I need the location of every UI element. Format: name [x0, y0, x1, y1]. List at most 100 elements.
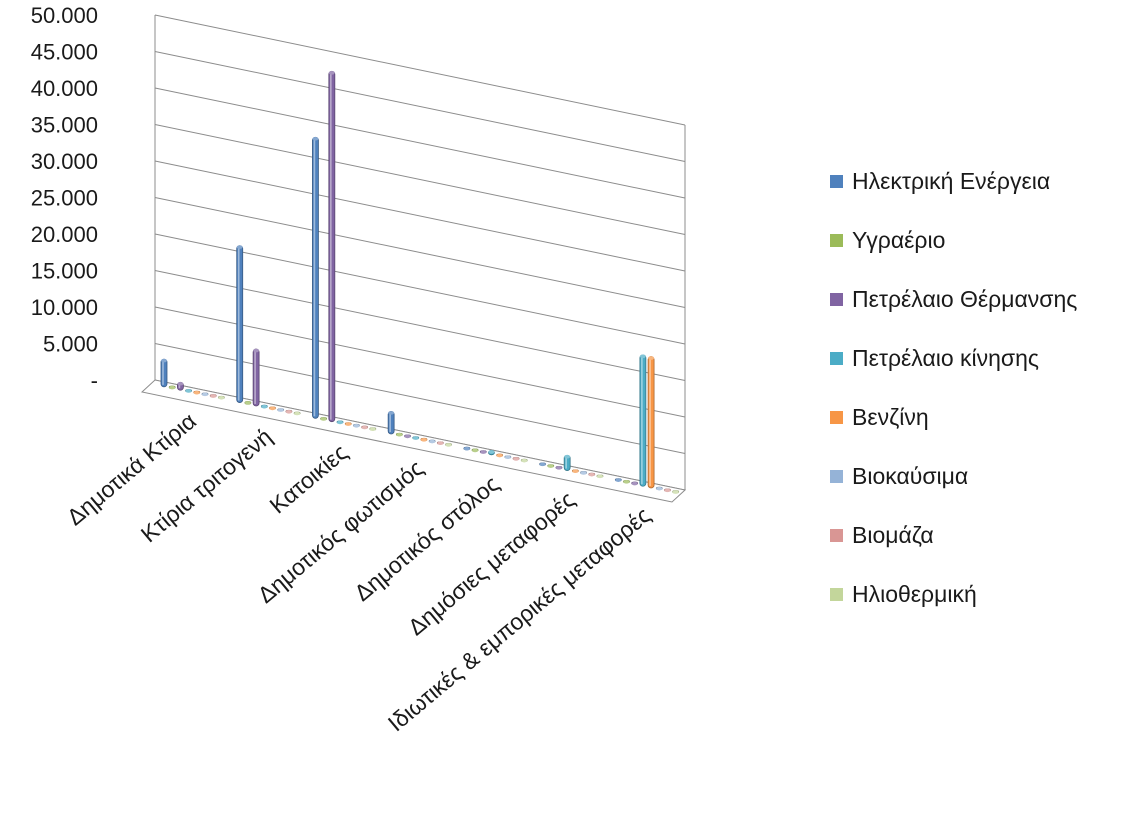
bar-cap: [513, 457, 520, 461]
legend-label: Ηλεκτρική Ενέργεια: [852, 168, 1051, 194]
bar-cap: [361, 425, 368, 430]
bar-cap: [656, 486, 663, 491]
bar-cap: [169, 385, 176, 390]
bar-cap: [396, 432, 403, 437]
bar-cap: [193, 390, 200, 395]
bar-cap: [623, 480, 630, 484]
bar-highlight: [330, 73, 332, 420]
bar-cap: [521, 458, 528, 463]
legend-label: Πετρέλαιο κίνησης: [852, 345, 1039, 371]
y-tick-label: 50.000: [31, 3, 98, 28]
y-tick-label: 15.000: [31, 259, 98, 284]
bar-cap: [412, 436, 419, 440]
gridline: [154, 197, 686, 308]
bar-cap: [253, 348, 260, 353]
bar-cap: [504, 455, 511, 460]
y-tick-label: 5.000: [43, 332, 98, 357]
legend-item: Υγραέριο: [830, 211, 1135, 270]
bar-cap: [218, 395, 225, 400]
bar-highlight: [313, 139, 316, 417]
bar: [252, 348, 260, 407]
bar-cap: [564, 454, 571, 459]
y-tick-label: 10.000: [31, 295, 98, 320]
bar-cap: [320, 417, 327, 421]
gridline: [154, 124, 686, 235]
bar: [387, 410, 395, 435]
bar-cap: [572, 469, 579, 474]
legend-item: Βιομάζα: [830, 506, 1135, 565]
bar-cap: [480, 450, 487, 454]
gridline: [154, 306, 686, 418]
bar-cap: [588, 472, 595, 477]
legend-item: Πετρέλαιο κίνησης: [830, 329, 1135, 388]
gridline: [154, 233, 686, 345]
bar-highlight: [565, 457, 567, 469]
bar-cap: [615, 478, 622, 482]
bar-cap: [161, 358, 167, 363]
legend-swatch: [830, 293, 843, 306]
bar-cap: [664, 488, 671, 493]
bar-highlight: [162, 361, 164, 385]
bar: [639, 354, 647, 487]
bar-cap: [261, 404, 268, 409]
y-tick-label: 45.000: [31, 40, 98, 65]
bar-cap: [210, 394, 217, 398]
gridline: [154, 51, 686, 162]
bar-cap: [345, 422, 352, 426]
bar-cap: [294, 411, 301, 416]
bar-cap: [472, 448, 479, 453]
legend-label: Ηλιοθερμική: [852, 581, 977, 607]
bar-cap: [496, 453, 503, 458]
bar-cap: [488, 450, 495, 454]
gridline: [154, 270, 686, 381]
y-tick-label: 35.000: [31, 113, 98, 138]
bar-cap: [580, 471, 587, 475]
bar-highlight: [178, 384, 181, 389]
legend-swatch: [830, 588, 843, 601]
x-tick-label: Κατοικίες: [265, 439, 353, 519]
y-tick-label: 40.000: [31, 76, 98, 101]
bar-cap: [420, 438, 427, 442]
gridline: [154, 343, 686, 454]
legend-label: Βενζίνη: [852, 404, 929, 430]
legend-swatch: [830, 234, 843, 247]
legend-item: Βενζίνη: [830, 388, 1135, 447]
bar: [236, 245, 244, 403]
legend-label: Πετρέλαιο Θέρμανσης: [852, 286, 1078, 312]
legend-swatch: [830, 470, 843, 483]
legend-swatch: [830, 529, 843, 542]
y-tick-label: 25.000: [31, 186, 98, 211]
legend-item: Ηλιοθερμική: [830, 565, 1135, 624]
bar-cap: [285, 409, 292, 414]
bar-highlight: [641, 356, 643, 485]
legend-swatch: [830, 352, 843, 365]
bar-cap: [202, 392, 208, 397]
legend-label: Υγραέριο: [852, 227, 946, 253]
bar-cap: [337, 420, 344, 425]
bar-cap: [269, 406, 276, 411]
bar: [328, 70, 336, 423]
x-tick-label: Δημόσιες μεταφορές: [403, 486, 580, 640]
gridline: [154, 14, 686, 126]
legend-label: Βιοκαύσιμα: [852, 463, 969, 489]
bar-cap: [177, 381, 184, 386]
bar-highlight: [389, 413, 391, 433]
bar-cap: [672, 490, 679, 494]
bar-highlight: [649, 358, 651, 486]
y-tick-label: -: [91, 368, 98, 393]
bar-highlight: [254, 351, 256, 404]
gridline: [154, 87, 686, 199]
bar-cap: [539, 462, 546, 467]
bar-cap: [445, 443, 452, 447]
bar-cap: [236, 245, 243, 249]
legend-item: Ηλεκτρική Ενέργεια: [830, 152, 1135, 211]
bar-cap: [596, 474, 603, 479]
bar-cap: [648, 356, 655, 360]
legend: Ηλεκτρική Ενέργεια Υγραέριο Πετρέλαιο Θέ…: [830, 152, 1135, 624]
x-tick-label: Δημοτικός φωτισμός: [252, 455, 428, 608]
legend-swatch: [830, 175, 843, 188]
bar-cap: [437, 441, 444, 446]
bar-cap: [369, 427, 376, 432]
bar: [312, 136, 319, 419]
